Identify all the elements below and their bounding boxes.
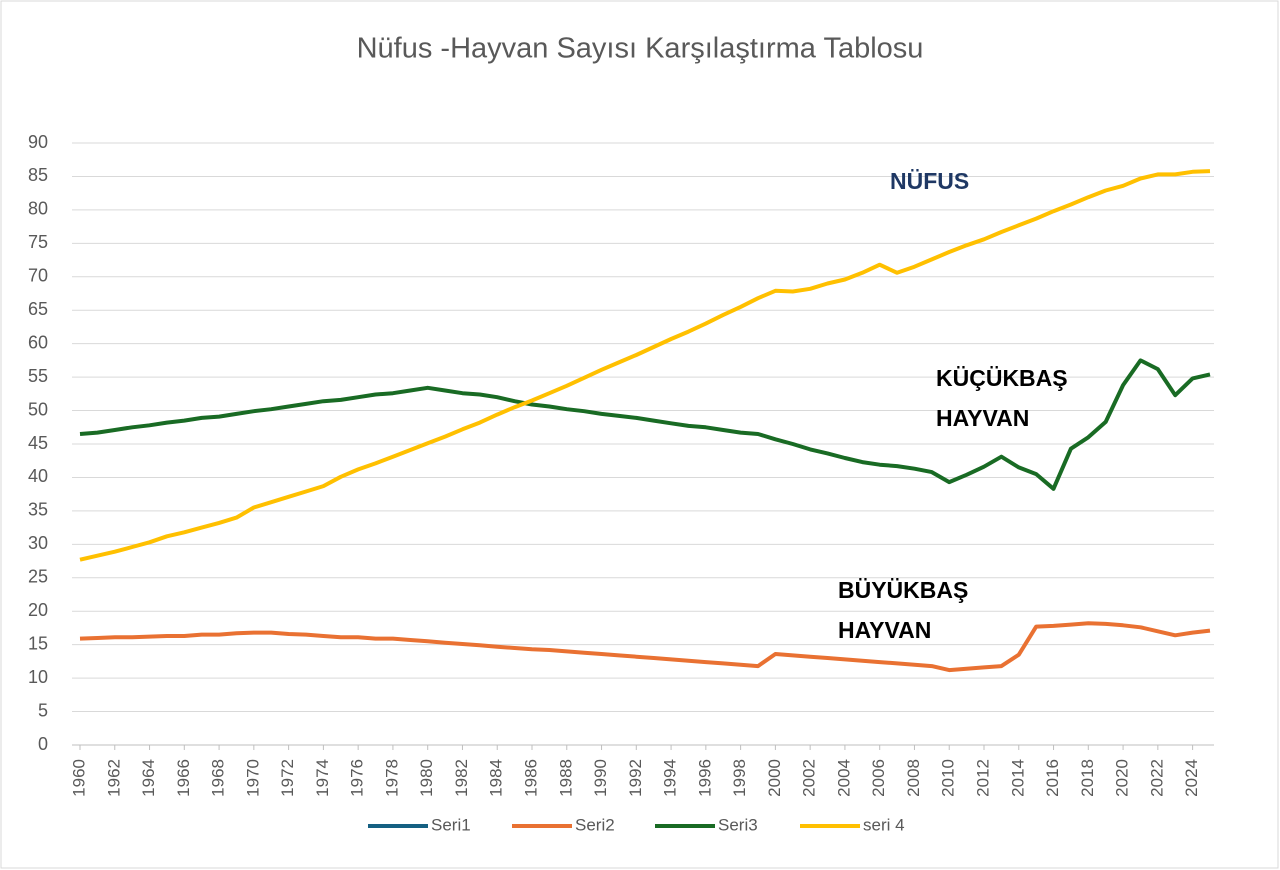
x-tick-label: 1960 bbox=[69, 759, 88, 797]
x-tick-label: 1972 bbox=[278, 759, 297, 797]
x-tick-label: 1998 bbox=[730, 759, 749, 797]
x-tick-label: 2022 bbox=[1147, 759, 1166, 797]
annotation: BÜYÜKBAŞ bbox=[838, 577, 968, 603]
y-tick-label: 35 bbox=[28, 500, 48, 520]
annotation: KÜÇÜKBAŞ bbox=[936, 365, 1068, 391]
x-tick-label: 1986 bbox=[521, 759, 540, 797]
series-line bbox=[79, 358, 1211, 491]
y-tick-label: 40 bbox=[28, 466, 48, 486]
x-tick-label: 1982 bbox=[452, 759, 471, 797]
legend-label: seri 4 bbox=[863, 815, 905, 834]
x-tick-label: 2008 bbox=[904, 759, 923, 797]
y-tick-label: 0 bbox=[38, 734, 48, 754]
x-tick-label: 1978 bbox=[382, 759, 401, 797]
x-tick-label: 1980 bbox=[417, 759, 436, 797]
y-tick-label: 45 bbox=[28, 433, 48, 453]
annotation: HAYVAN bbox=[936, 405, 1029, 431]
y-tick-label: 75 bbox=[28, 232, 48, 252]
legend-label: Seri1 bbox=[431, 815, 471, 834]
y-tick-label: 30 bbox=[28, 533, 48, 553]
x-tick-label: 2014 bbox=[1008, 759, 1027, 797]
y-tick-label: 85 bbox=[28, 165, 48, 185]
x-tick-label: 2020 bbox=[1113, 759, 1132, 797]
y-tick-label: 90 bbox=[28, 132, 48, 152]
x-tick-label: 1976 bbox=[348, 759, 367, 797]
x-tick-label: 1988 bbox=[556, 759, 575, 797]
legend-label: Seri2 bbox=[575, 815, 615, 834]
y-tick-label: 65 bbox=[28, 299, 48, 319]
x-tick-label: 1966 bbox=[174, 759, 193, 797]
y-tick-label: 15 bbox=[28, 633, 48, 653]
y-tick-label: 70 bbox=[28, 266, 48, 286]
y-tick-label: 55 bbox=[28, 366, 48, 386]
y-tick-label: 80 bbox=[28, 199, 48, 219]
x-tick-label: 2024 bbox=[1182, 759, 1201, 797]
y-tick-label: 10 bbox=[28, 667, 48, 687]
annotation: HAYVAN bbox=[838, 617, 931, 643]
x-tick-label: 2018 bbox=[1078, 759, 1097, 797]
x-tick-label: 2004 bbox=[834, 759, 853, 797]
annotation: NÜFUS bbox=[890, 168, 969, 194]
y-tick-label: 25 bbox=[28, 567, 48, 587]
x-tick-label: 2012 bbox=[973, 759, 992, 797]
legend-label: Seri3 bbox=[718, 815, 758, 834]
x-tick-label: 1984 bbox=[487, 759, 506, 797]
chart-title: Nüfus -Hayvan Sayısı Karşılaştırma Tablo… bbox=[357, 33, 924, 65]
x-tick-label: 1994 bbox=[661, 759, 680, 797]
series-line bbox=[79, 169, 1211, 562]
x-tick-label: 1992 bbox=[626, 759, 645, 797]
x-tick-label: 2010 bbox=[939, 759, 958, 797]
y-tick-label: 50 bbox=[28, 399, 48, 419]
series-line bbox=[79, 621, 1211, 673]
x-tick-label: 1964 bbox=[139, 759, 158, 797]
x-tick-label: 1962 bbox=[104, 759, 123, 797]
x-tick-label: 2002 bbox=[800, 759, 819, 797]
x-tick-label: 1970 bbox=[243, 759, 262, 797]
x-tick-label: 1974 bbox=[313, 759, 332, 797]
x-tick-label: 1996 bbox=[695, 759, 714, 797]
y-tick-label: 5 bbox=[38, 700, 48, 720]
x-tick-label: 1968 bbox=[209, 759, 228, 797]
x-tick-label: 2006 bbox=[869, 759, 888, 797]
y-tick-label: 20 bbox=[28, 600, 48, 620]
y-tick-label: 60 bbox=[28, 332, 48, 352]
x-tick-label: 2000 bbox=[765, 759, 784, 797]
x-tick-label: 2016 bbox=[1043, 759, 1062, 797]
x-tick-label: 1990 bbox=[591, 759, 610, 797]
